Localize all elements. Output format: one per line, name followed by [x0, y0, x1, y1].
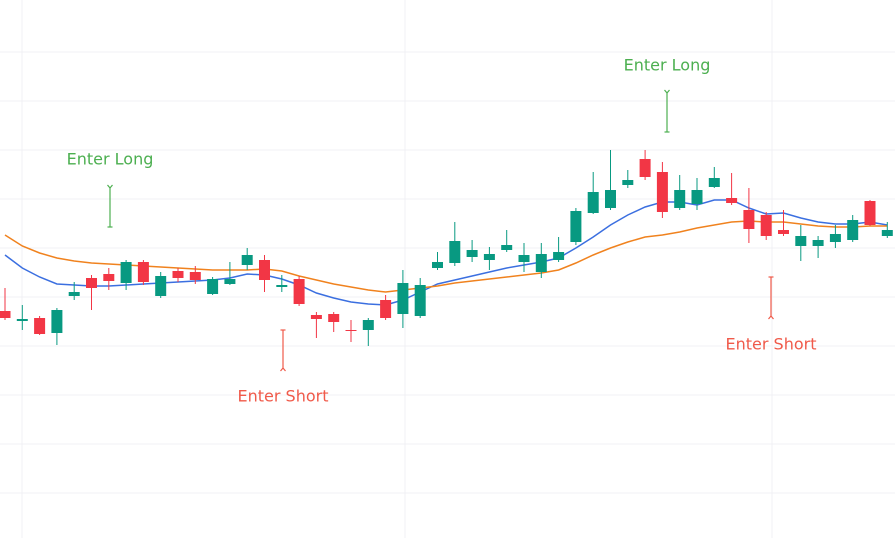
candle-body	[795, 236, 807, 246]
candle-body	[224, 279, 236, 284]
candle-body	[760, 215, 772, 236]
candle-body	[605, 190, 616, 208]
candle-body	[155, 276, 167, 296]
candle-body	[310, 315, 322, 319]
candle-body	[881, 230, 893, 236]
candle-body	[0, 311, 11, 318]
annotation-label: Enter Short	[238, 387, 329, 406]
candle-body	[778, 230, 789, 234]
candle-body	[553, 252, 565, 260]
candle-body	[276, 285, 288, 287]
annotation-label: Enter Short	[726, 335, 817, 354]
candle-body	[483, 254, 495, 260]
candle-body	[259, 260, 270, 280]
candle-body	[622, 180, 634, 185]
candle-body	[587, 192, 599, 213]
candle-body	[726, 198, 738, 203]
candle-body	[189, 272, 201, 280]
arrow-head	[768, 315, 774, 320]
candle-body	[328, 314, 340, 322]
arrow-head	[280, 367, 286, 372]
candle-body	[137, 262, 149, 282]
candle-body	[449, 241, 461, 263]
candle-body	[103, 274, 115, 281]
candle-body	[847, 220, 859, 240]
annotation-label: Enter Long	[624, 56, 711, 75]
candle-body	[570, 211, 582, 242]
moving-average-line	[4, 220, 888, 293]
candle-body	[432, 262, 443, 268]
candle-body	[812, 240, 824, 246]
candle-body	[120, 262, 132, 283]
candle-body	[743, 210, 755, 229]
candle-body	[466, 250, 478, 257]
candle-body	[172, 271, 184, 278]
candle-body	[34, 318, 46, 334]
candle-body	[380, 300, 392, 318]
candle-body	[656, 172, 668, 212]
candle-body	[691, 190, 703, 204]
candle-body	[501, 245, 513, 250]
candle-body	[674, 190, 686, 208]
candle-body	[207, 279, 219, 294]
candle-body	[51, 310, 63, 333]
candle-body	[518, 255, 530, 262]
candle-body	[293, 279, 305, 304]
candle-body	[86, 278, 97, 288]
candle-body	[864, 201, 876, 225]
candle-body	[345, 330, 357, 331]
candle-body	[639, 159, 651, 177]
arrow-head	[107, 184, 113, 189]
candle-body	[535, 254, 547, 272]
candle-body	[829, 234, 841, 242]
candle-body	[414, 285, 426, 316]
candle-body	[362, 320, 374, 330]
candle-body	[397, 283, 409, 314]
candle-body	[16, 319, 28, 321]
candle-body	[241, 255, 253, 265]
candle-body	[708, 178, 720, 187]
candle-body	[68, 292, 80, 296]
moving-average-line	[4, 199, 888, 306]
arrow-head	[664, 89, 670, 94]
annotation-label: Enter Long	[67, 150, 154, 169]
